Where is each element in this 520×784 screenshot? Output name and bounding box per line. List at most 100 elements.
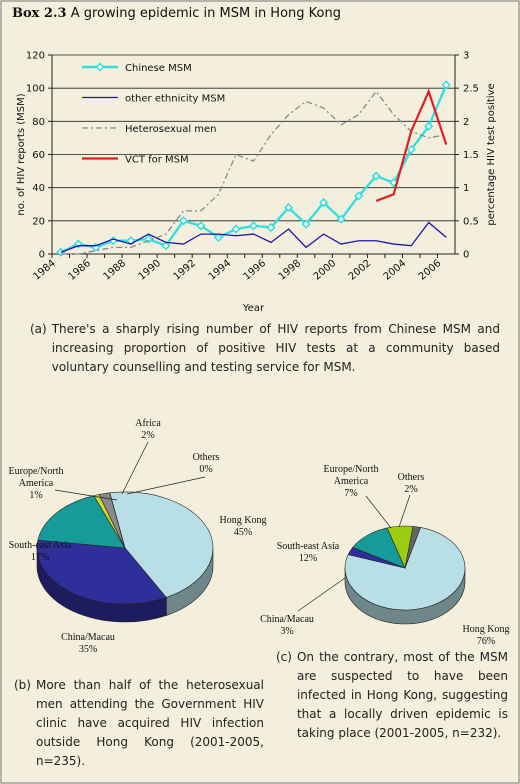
line-series [60,221,447,253]
marker [161,241,171,251]
y-tick-label: 20 [32,216,45,227]
legend-label: Chinese MSM [125,63,192,74]
line-series [60,90,447,255]
pie-slice [109,491,214,598]
pie-label-name: Africa [135,418,161,429]
marker [108,236,118,246]
pie-label: Africa 2% [111,418,185,442]
x-tick-label: 1994 [207,258,234,283]
pie-label-name: China/Macau [61,632,115,643]
legend-label: Heterosexual men [125,124,217,135]
y-tick-label: 120 [26,51,45,62]
caption: (a) There's a sharply rising number of HI… [30,320,500,377]
x-tick-label: 2004 [382,258,409,283]
pie-label-name: South-east Asia [276,541,340,552]
marker [336,214,346,224]
y2-tick-label: 3 [463,51,469,62]
marker [283,203,294,213]
pie-label-value: 17% [30,552,50,563]
leader-line [126,476,206,495]
title-text: A growing epidemic in MSM in Hong Kong [70,6,341,21]
leader-line [297,577,346,612]
caption: (b) More than half of the heterosexual me… [14,676,264,771]
y-axis-label: no. of HIV reports (MSM) [16,93,27,215]
title-bold: Box 2.3 [12,6,67,21]
caption-text: There's a sharply rising number of HIV r… [51,322,500,374]
marker [389,178,399,188]
y2-axis-label: percentage HIV test positive [486,83,497,225]
pie-slice [37,495,126,549]
y2-tick-label: 2.5 [463,84,479,95]
marker [213,232,224,242]
x-tick-label: 2006 [417,258,444,283]
pie-slice [36,539,167,605]
legend-marker [95,62,105,72]
pie-label-name: South-east Asia [8,540,72,551]
leader-line [121,441,149,495]
marker [424,121,434,131]
pie-label-value: 45% [233,527,253,538]
marker [231,224,241,234]
marker [371,171,381,181]
caption-text: On the contrary, most of the MSM are sus… [296,650,508,740]
y-tick-label: 40 [32,183,45,194]
legend-label: VCT for MSM [125,155,189,166]
pie-label-value: 7% [344,488,358,499]
pie-label-name: Others [397,472,425,483]
marker [196,221,206,231]
y2-tick-label: 1 [463,183,469,194]
caption: (c) On the contrary, most of the MSM are … [276,648,508,743]
pie-label-name: Others [192,452,220,463]
pie-label: China/Macau 3% [250,614,324,638]
pie-label-name: Hong Kong [462,624,510,635]
y-tick-label: 100 [26,84,45,95]
x-tick-label: 1988 [101,258,128,283]
x-tick-label: 2002 [347,258,374,283]
pie-label-name: Hong Kong [219,515,267,526]
pie-label-value: 1% [29,490,43,501]
pie-slice [344,527,466,611]
pie-slice [404,526,421,569]
y-tick-label: 0 [39,250,45,261]
marker [248,221,259,231]
pie-label-name: Europe/North America [323,464,379,487]
leader-line [54,489,118,501]
pie-label: Hong Kong 76% [449,624,520,648]
pie-label-value: 35% [78,644,98,655]
x-tick-label: 1990 [136,258,163,283]
pie-label-value: 0% [199,464,213,475]
pie-label: South-east Asia 12% [271,541,345,565]
marker [406,144,416,155]
pie-label: Others 0% [169,452,243,476]
pie-label: Hong Kong 45% [206,515,280,539]
x-tick-label: 2000 [312,258,339,283]
pie-label-name: Europe/North America [8,466,64,489]
pie-label-value: 2% [141,430,155,441]
y2-tick-label: 2 [463,117,469,128]
x-tick-label: 1992 [172,258,199,283]
y-tick-label: 80 [32,117,45,128]
x-tick-label: 1986 [66,258,93,283]
pie-label-value: 3% [280,626,294,637]
caption-marker: (a) [30,322,47,336]
y2-tick-label: 1.5 [463,150,479,161]
x-tick-label: 1998 [277,258,304,283]
x-tick-label: 1984 [31,258,58,283]
marker [266,222,276,233]
caption-marker: (c) [276,650,292,664]
pie-label-value: 2% [404,484,418,495]
pie-label: Europe/North America 7% [314,464,388,500]
marker [354,191,364,201]
caption-text: More than half of the heterosexual men a… [35,678,264,768]
leader-line [398,494,411,528]
marker [319,198,329,208]
pie-label: Others 2% [374,472,448,496]
y-tick-label: 60 [32,150,45,161]
marker [301,219,311,229]
pie-label: South-east Asia 17% [3,540,77,564]
title: Box 2.3 A growing epidemic in MSM in Hon… [12,6,341,21]
pie-slice [98,492,126,549]
